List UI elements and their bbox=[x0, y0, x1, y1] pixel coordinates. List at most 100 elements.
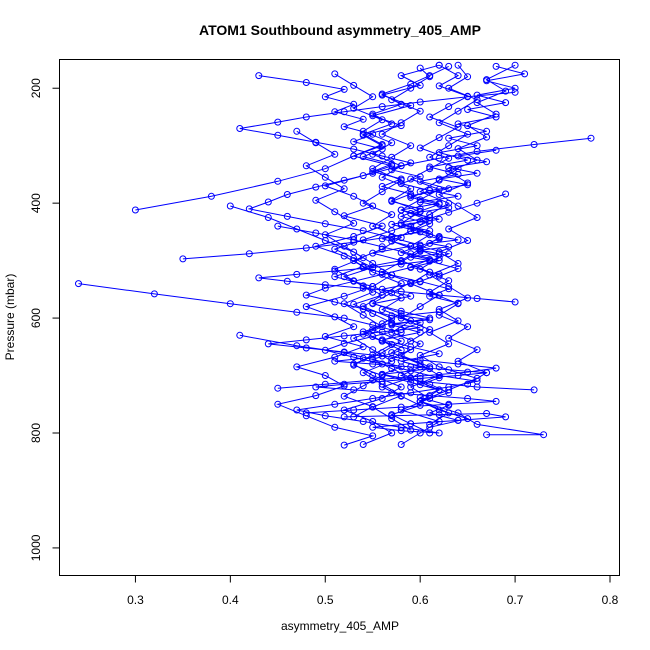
data-point bbox=[321, 284, 329, 292]
data-point bbox=[312, 392, 320, 400]
x-axis-label: asymmetry_405_AMP bbox=[281, 619, 399, 633]
data-point bbox=[435, 350, 443, 358]
series-line bbox=[239, 91, 516, 212]
data-point bbox=[369, 260, 377, 267]
data-point bbox=[483, 410, 491, 417]
data-point bbox=[359, 305, 367, 313]
data-point bbox=[293, 127, 301, 135]
x-tick-label: 0.6 bbox=[412, 593, 429, 607]
data-point bbox=[435, 363, 443, 371]
data-point bbox=[321, 173, 329, 181]
data-point bbox=[369, 268, 377, 276]
data-point bbox=[426, 392, 434, 400]
data-point bbox=[321, 372, 329, 379]
data-point bbox=[359, 418, 367, 425]
data-point bbox=[397, 294, 405, 302]
data-point bbox=[407, 227, 415, 235]
data-point bbox=[378, 328, 386, 336]
series-17 bbox=[293, 372, 510, 437]
data-point bbox=[397, 392, 405, 400]
data-point bbox=[445, 250, 453, 258]
data-point bbox=[388, 341, 396, 348]
data-point bbox=[388, 120, 396, 128]
data-point bbox=[397, 427, 405, 435]
data-point bbox=[312, 383, 320, 391]
data-point bbox=[340, 185, 348, 193]
data-point bbox=[435, 215, 443, 223]
data-point bbox=[331, 423, 339, 431]
series-12 bbox=[255, 233, 519, 306]
data-point bbox=[274, 118, 282, 126]
data-point bbox=[511, 84, 519, 92]
data-point bbox=[511, 298, 519, 306]
data-point bbox=[321, 346, 329, 354]
data-point bbox=[454, 236, 462, 244]
data-point bbox=[388, 320, 396, 328]
data-point bbox=[416, 208, 424, 216]
data-point bbox=[388, 160, 396, 168]
data-point bbox=[464, 156, 472, 164]
series-line bbox=[135, 65, 449, 211]
data-point bbox=[264, 340, 272, 348]
data-point bbox=[302, 336, 310, 344]
data-point bbox=[369, 432, 377, 440]
data-point bbox=[378, 337, 386, 345]
data-point bbox=[179, 255, 187, 263]
data-point bbox=[435, 191, 443, 198]
data-point bbox=[445, 185, 453, 193]
data-point bbox=[426, 328, 434, 336]
data-point bbox=[350, 300, 358, 308]
data-point bbox=[445, 243, 453, 251]
series-line bbox=[277, 225, 441, 386]
data-point bbox=[454, 72, 462, 80]
data-point bbox=[445, 409, 453, 417]
data-point bbox=[435, 233, 443, 240]
y-tick-label: 600 bbox=[29, 308, 43, 328]
data-point bbox=[521, 70, 529, 78]
data-point bbox=[435, 411, 443, 419]
data-point bbox=[369, 423, 377, 431]
data-point bbox=[435, 374, 443, 382]
data-point bbox=[464, 73, 472, 81]
data-point bbox=[378, 152, 386, 160]
data-point bbox=[407, 426, 415, 434]
data-point bbox=[150, 290, 158, 298]
data-point bbox=[302, 244, 310, 252]
series-13 bbox=[255, 72, 462, 280]
data-point bbox=[454, 192, 462, 200]
data-point bbox=[207, 192, 215, 200]
data-point bbox=[397, 441, 405, 448]
data-point bbox=[473, 169, 481, 177]
data-point bbox=[416, 340, 424, 348]
y-tick-label: 800 bbox=[29, 423, 43, 443]
x-tick-label: 0.5 bbox=[317, 593, 334, 607]
data-point bbox=[407, 242, 415, 250]
data-point bbox=[435, 429, 443, 437]
data-point bbox=[331, 353, 339, 361]
data-point bbox=[464, 92, 472, 100]
data-point bbox=[502, 190, 510, 198]
data-point bbox=[416, 64, 424, 72]
data-point bbox=[359, 127, 367, 135]
data-point bbox=[350, 323, 358, 331]
data-point bbox=[378, 360, 386, 368]
data-point bbox=[426, 292, 434, 300]
data-point bbox=[340, 314, 348, 322]
data-point bbox=[464, 368, 472, 376]
data-point bbox=[445, 134, 453, 142]
data-point bbox=[350, 353, 358, 361]
data-point bbox=[407, 363, 415, 371]
data-point bbox=[416, 351, 424, 359]
data-point bbox=[445, 225, 453, 233]
data-point bbox=[369, 264, 377, 271]
data-point bbox=[378, 173, 386, 181]
data-point bbox=[473, 346, 481, 354]
data-point bbox=[340, 108, 348, 116]
data-point bbox=[445, 383, 453, 391]
data-point bbox=[454, 123, 462, 131]
data-point bbox=[454, 300, 462, 308]
data-point bbox=[274, 400, 282, 408]
data-point bbox=[369, 168, 377, 175]
data-point bbox=[530, 141, 538, 148]
data-point bbox=[407, 292, 415, 300]
